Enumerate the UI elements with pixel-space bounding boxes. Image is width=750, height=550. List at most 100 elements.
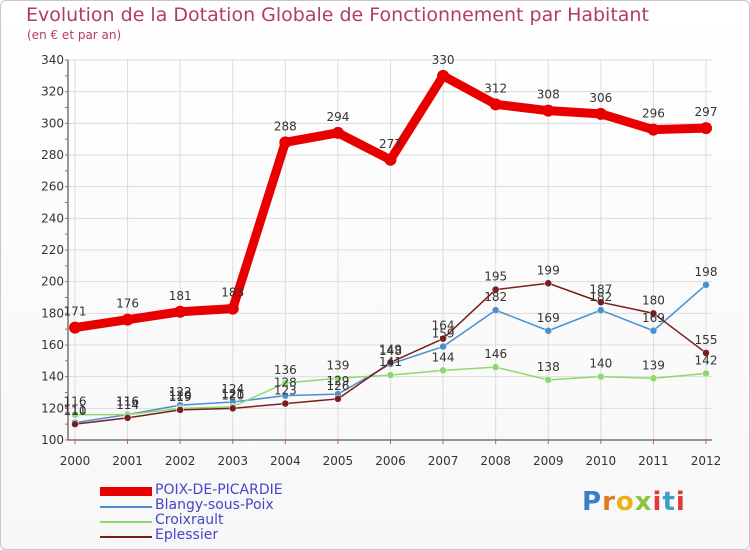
data-label: 171 <box>64 305 87 319</box>
data-point <box>176 406 184 414</box>
data-label: 139 <box>642 358 665 372</box>
data-label: 164 <box>432 319 455 333</box>
data-label: 308 <box>537 88 560 102</box>
data-point <box>702 349 710 357</box>
data-point <box>439 334 447 343</box>
data-label: 120 <box>221 388 244 402</box>
data-point <box>542 104 555 117</box>
y-tick-label: 340 <box>41 53 64 67</box>
legend-swatch-croixrault <box>100 521 152 523</box>
data-point <box>229 404 237 413</box>
x-tick-label: 2012 <box>691 454 722 468</box>
data-point <box>491 306 500 314</box>
data-label: 149 <box>379 342 402 356</box>
data-point <box>334 395 342 403</box>
data-label: 121 <box>221 387 244 401</box>
data-label: 169 <box>537 311 560 325</box>
legend-swatch-poix <box>100 487 152 496</box>
data-label: 183 <box>221 286 244 300</box>
data-point <box>647 123 660 136</box>
data-point <box>491 363 500 371</box>
data-point <box>597 372 605 381</box>
data-label: 136 <box>274 363 297 377</box>
data-label: 140 <box>589 357 612 371</box>
data-label: 198 <box>695 265 718 279</box>
chart-title: Evolution de la Dotation Globale de Fonc… <box>26 4 649 26</box>
data-label: 120 <box>169 388 192 402</box>
data-label: 277 <box>379 137 402 151</box>
data-point <box>71 420 79 428</box>
data-label: 182 <box>589 290 612 304</box>
data-label: 141 <box>379 355 402 369</box>
data-label: 176 <box>116 297 139 311</box>
data-label: 124 <box>221 382 244 396</box>
data-label: 144 <box>432 350 455 364</box>
x-tick-label: 2010 <box>586 454 617 468</box>
data-label: 187 <box>589 282 612 296</box>
data-point <box>700 122 712 135</box>
data-label: 199 <box>537 263 560 277</box>
data-label: 148 <box>379 344 402 358</box>
data-label: 114 <box>116 398 139 412</box>
data-label: 110 <box>64 404 87 418</box>
data-label: 169 <box>642 311 665 325</box>
legend-label-croixrault: Croixrault <box>155 512 224 528</box>
x-tick-label: 2011 <box>638 454 669 468</box>
proxiti-logo: Proxiti <box>582 487 686 517</box>
data-point <box>544 279 552 287</box>
data-point <box>544 327 552 335</box>
data-point <box>279 136 292 149</box>
data-label: 312 <box>484 81 507 95</box>
x-tick-label: 2002 <box>165 454 196 468</box>
data-point <box>594 107 607 120</box>
data-label: 128 <box>274 376 297 390</box>
data-point <box>544 376 552 384</box>
data-label: 306 <box>589 91 612 105</box>
data-label: 111 <box>64 403 87 417</box>
data-label: 146 <box>484 347 507 361</box>
legend-label-blangy: Blangy-sous-Poix <box>155 497 274 513</box>
x-tick-label: 2004 <box>270 454 301 468</box>
data-point <box>123 414 132 422</box>
x-tick-label: 2005 <box>323 454 354 468</box>
data-point <box>702 281 710 289</box>
data-point <box>437 69 450 82</box>
data-label: 288 <box>274 119 297 133</box>
data-label: 123 <box>274 384 297 398</box>
data-label: 129 <box>326 374 349 388</box>
data-point <box>226 302 239 315</box>
y-tick-label: 300 <box>41 116 64 130</box>
data-label: 159 <box>432 327 455 341</box>
x-tick-label: 2008 <box>480 454 511 468</box>
data-label: 155 <box>695 333 718 347</box>
legend-swatch-eplessier <box>100 536 152 538</box>
y-tick-label: 280 <box>41 148 64 162</box>
data-point <box>281 379 290 387</box>
data-point <box>439 342 447 351</box>
data-point <box>489 98 502 111</box>
y-tick-label: 200 <box>41 275 64 289</box>
data-point <box>649 374 658 382</box>
x-tick-label: 2009 <box>533 454 564 468</box>
data-label: 330 <box>432 53 455 67</box>
data-point <box>384 153 397 166</box>
data-label: 182 <box>484 290 507 304</box>
data-point <box>331 126 344 139</box>
data-label: 119 <box>169 390 192 404</box>
x-tick-label: 2006 <box>375 454 406 468</box>
data-point <box>491 285 500 294</box>
data-point <box>439 366 447 375</box>
y-tick-label: 180 <box>41 306 64 320</box>
y-tick-label: 160 <box>41 338 64 352</box>
data-point <box>597 306 605 314</box>
data-point <box>69 321 81 334</box>
data-point <box>386 371 395 379</box>
data-label: 296 <box>642 107 665 121</box>
data-label: 181 <box>169 289 192 303</box>
legend-label-poix: POIX-DE-PICARDIE <box>155 482 283 498</box>
data-label: 138 <box>537 360 560 374</box>
y-tick-label: 320 <box>41 85 64 99</box>
y-tick-label: 220 <box>41 243 64 257</box>
chart-subtitle: (en € et par an) <box>27 28 122 42</box>
